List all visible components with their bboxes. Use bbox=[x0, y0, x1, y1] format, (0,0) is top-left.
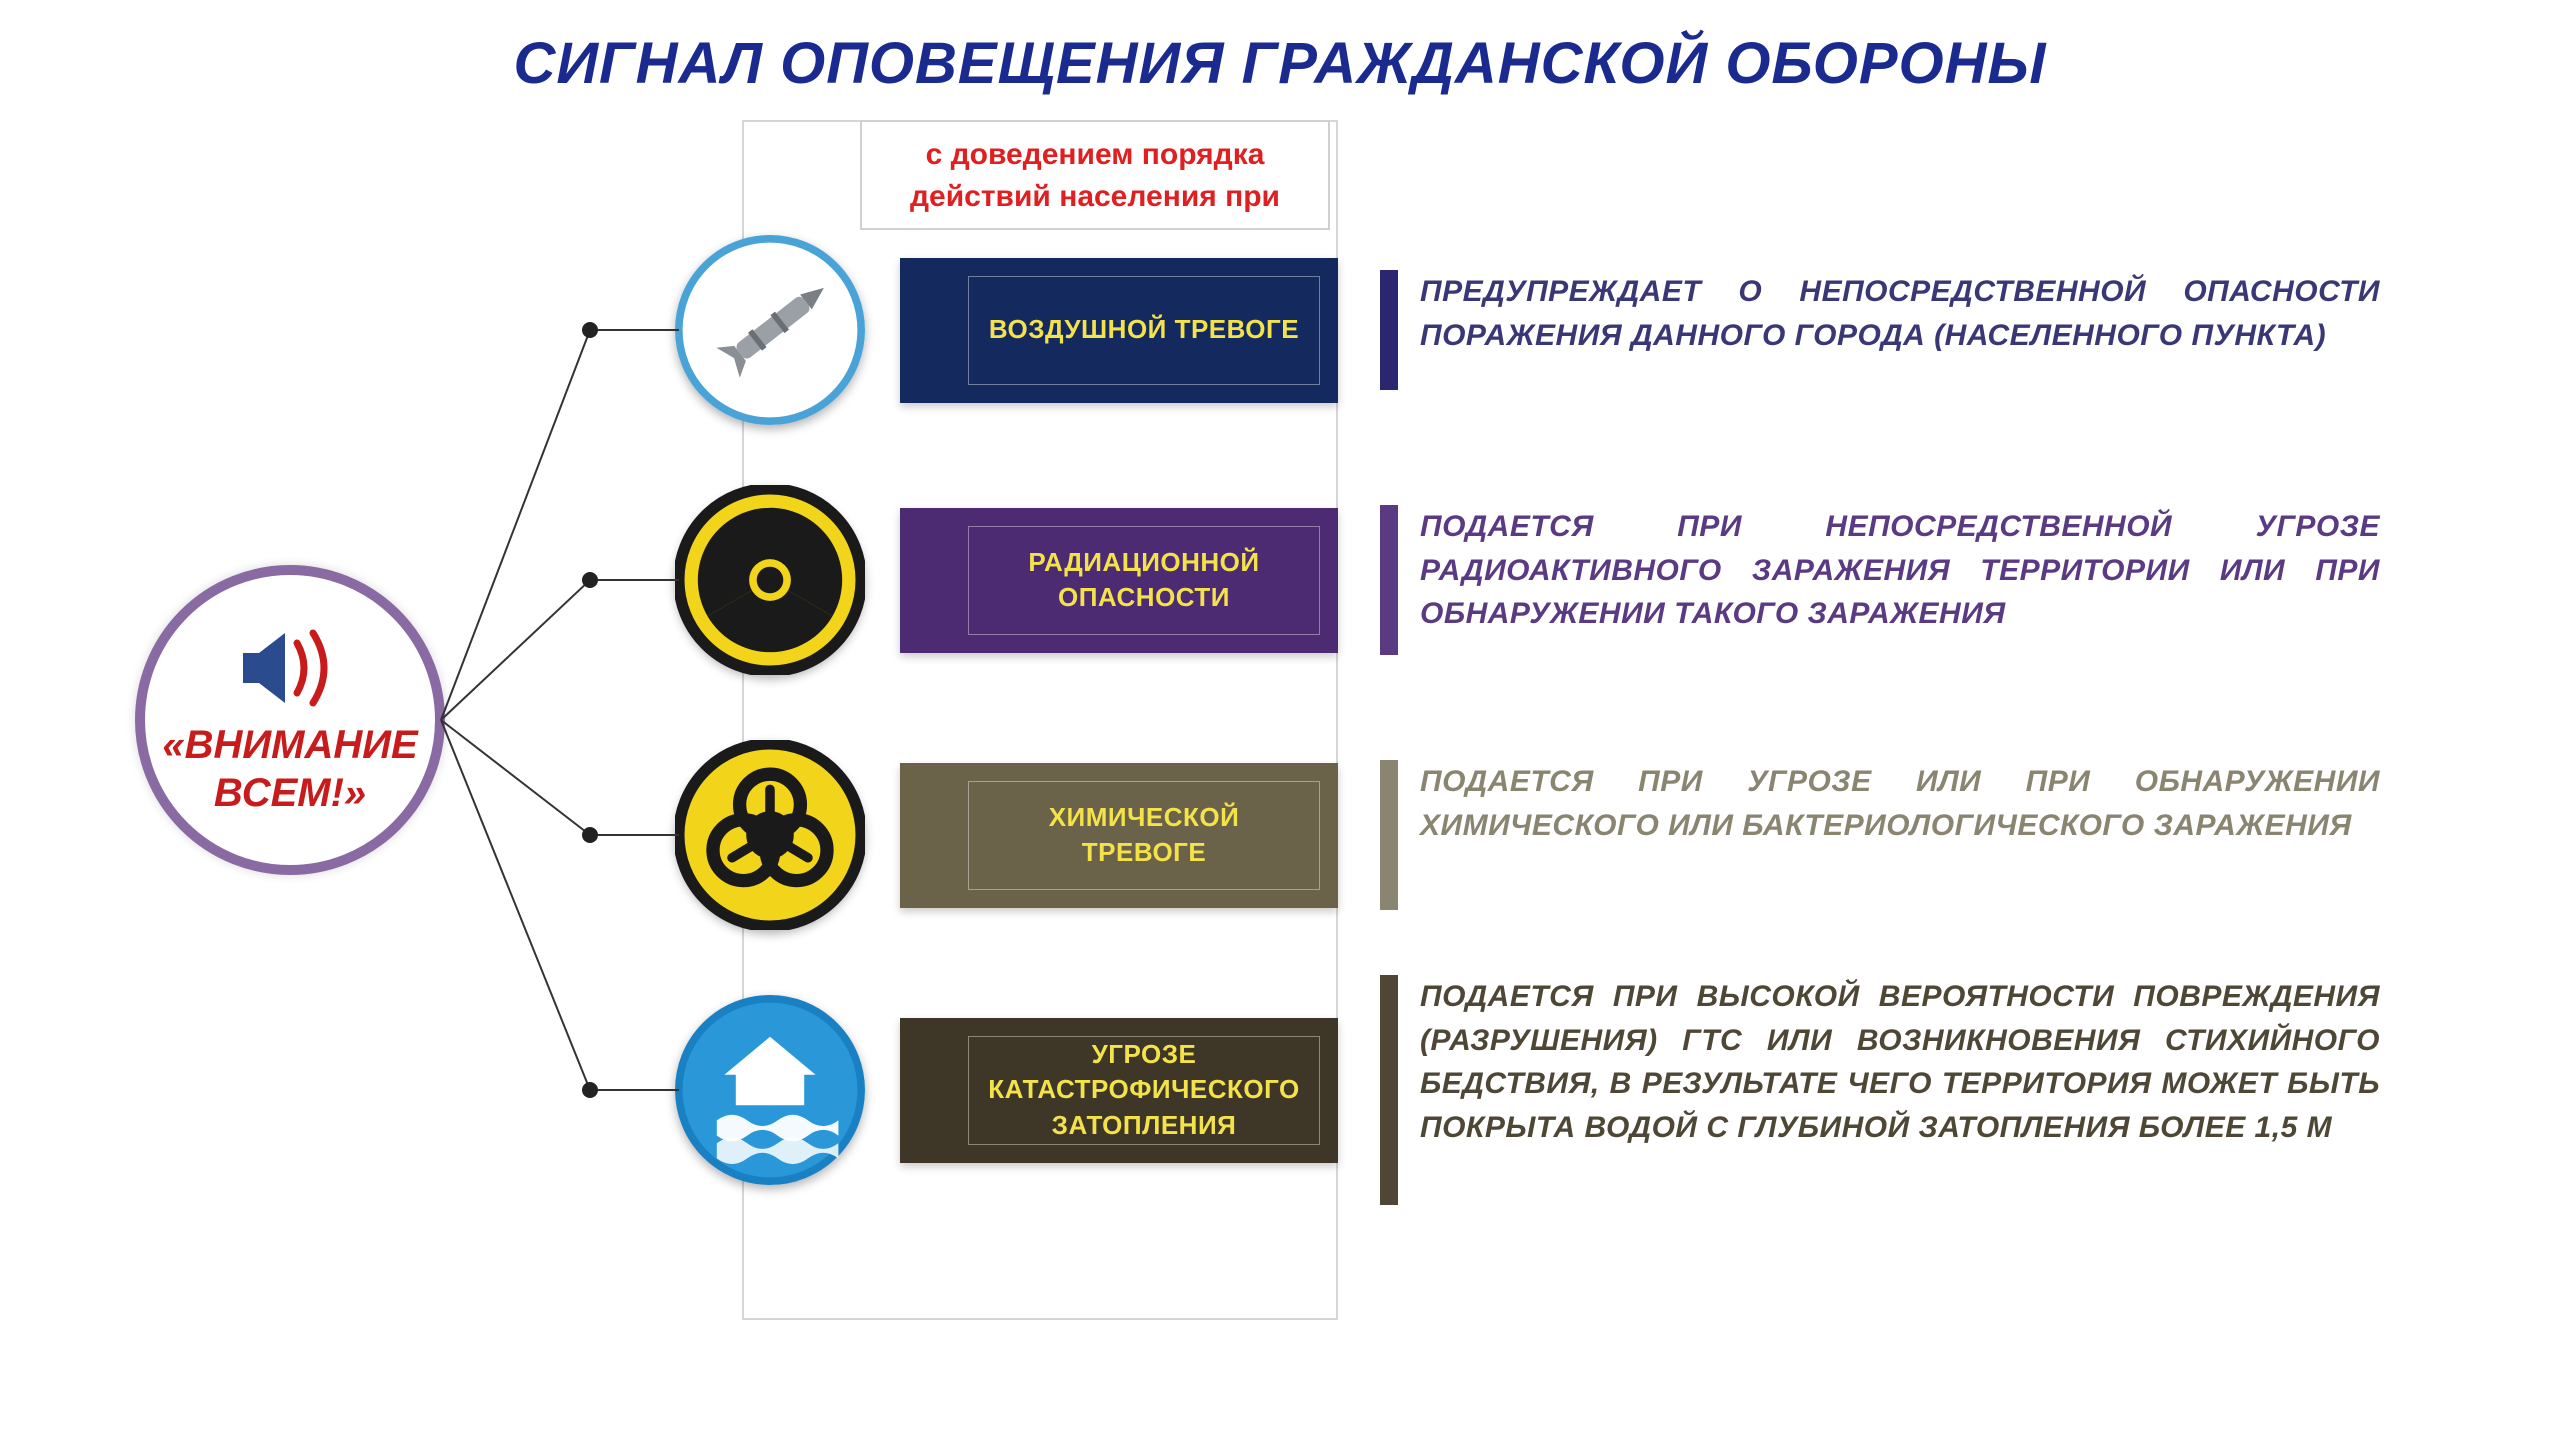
accent-bar bbox=[1380, 505, 1398, 655]
central-label-line2: ВСЕМ!» bbox=[162, 769, 417, 817]
flood-icon bbox=[675, 995, 865, 1185]
alert-bar: ВОЗДУШНОЙ ТРЕВОГЕ bbox=[900, 258, 1338, 403]
alert-description: ПОДАЕТСЯ ПРИ НЕПОСРЕДСТВЕННОЙ УГРОЗЕ РАД… bbox=[1420, 505, 2380, 636]
alert-bar-label: ХИМИЧЕСКОЙ ТРЕВОГЕ bbox=[968, 781, 1320, 890]
page-title: СИГНАЛ ОПОВЕЩЕНИЯ ГРАЖДАНСКОЙ ОБОРОНЫ bbox=[0, 30, 2560, 97]
central-label: «ВНИМАНИЕ ВСЕМ!» bbox=[162, 721, 417, 817]
connector-dot bbox=[582, 572, 598, 588]
speaker-icon bbox=[225, 623, 355, 713]
alert-description: ПОДАЕТСЯ ПРИ УГРОЗЕ ИЛИ ПРИ ОБНАРУЖЕНИИ … bbox=[1420, 760, 2380, 847]
alert-bar: УГРОЗЕ КАТАСТРОФИЧЕСКОГО ЗАТОПЛЕНИЯ bbox=[900, 1018, 1338, 1163]
connector-line bbox=[440, 330, 591, 721]
accent-bar bbox=[1380, 760, 1398, 910]
alert-bar-label: ВОЗДУШНОЙ ТРЕВОГЕ bbox=[968, 276, 1320, 385]
connector-dot bbox=[582, 827, 598, 843]
accent-bar bbox=[1380, 270, 1398, 390]
subtitle-line1: с доведением порядка bbox=[862, 134, 1328, 176]
connector-line bbox=[590, 329, 679, 331]
connector-dot bbox=[582, 1082, 598, 1098]
subtitle-box: с доведением порядка действий населения … bbox=[860, 120, 1330, 230]
alert-bar: РАДИАЦИОННОЙ ОПАСНОСТИ bbox=[900, 508, 1338, 653]
connector-line bbox=[440, 579, 590, 720]
connector-line bbox=[590, 579, 679, 581]
connector-line bbox=[590, 834, 679, 836]
connector-line bbox=[590, 1089, 679, 1091]
alert-description: ПОДАЕТСЯ ПРИ ВЫСОКОЙ ВЕРОЯТНОСТИ ПОВРЕЖД… bbox=[1420, 975, 2380, 1149]
missile-icon bbox=[675, 235, 865, 425]
alert-bar-label: УГРОЗЕ КАТАСТРОФИЧЕСКОГО ЗАТОПЛЕНИЯ bbox=[968, 1036, 1320, 1145]
alert-description: ПРЕДУПРЕЖДАЕТ О НЕПОСРЕДСТВЕННОЙ ОПАСНОС… bbox=[1420, 270, 2380, 357]
central-label-line1: «ВНИМАНИЕ bbox=[162, 721, 417, 769]
alert-bar: ХИМИЧЕСКОЙ ТРЕВОГЕ bbox=[900, 763, 1338, 908]
radiation-icon bbox=[675, 485, 865, 675]
alert-bar-label: РАДИАЦИОННОЙ ОПАСНОСТИ bbox=[968, 526, 1320, 635]
subtitle-line2: действий населения при bbox=[862, 176, 1328, 218]
connector-dot bbox=[582, 322, 598, 338]
accent-bar bbox=[1380, 975, 1398, 1205]
biohazard-icon bbox=[675, 740, 865, 930]
central-node: «ВНИМАНИЕ ВСЕМ!» bbox=[135, 565, 445, 875]
